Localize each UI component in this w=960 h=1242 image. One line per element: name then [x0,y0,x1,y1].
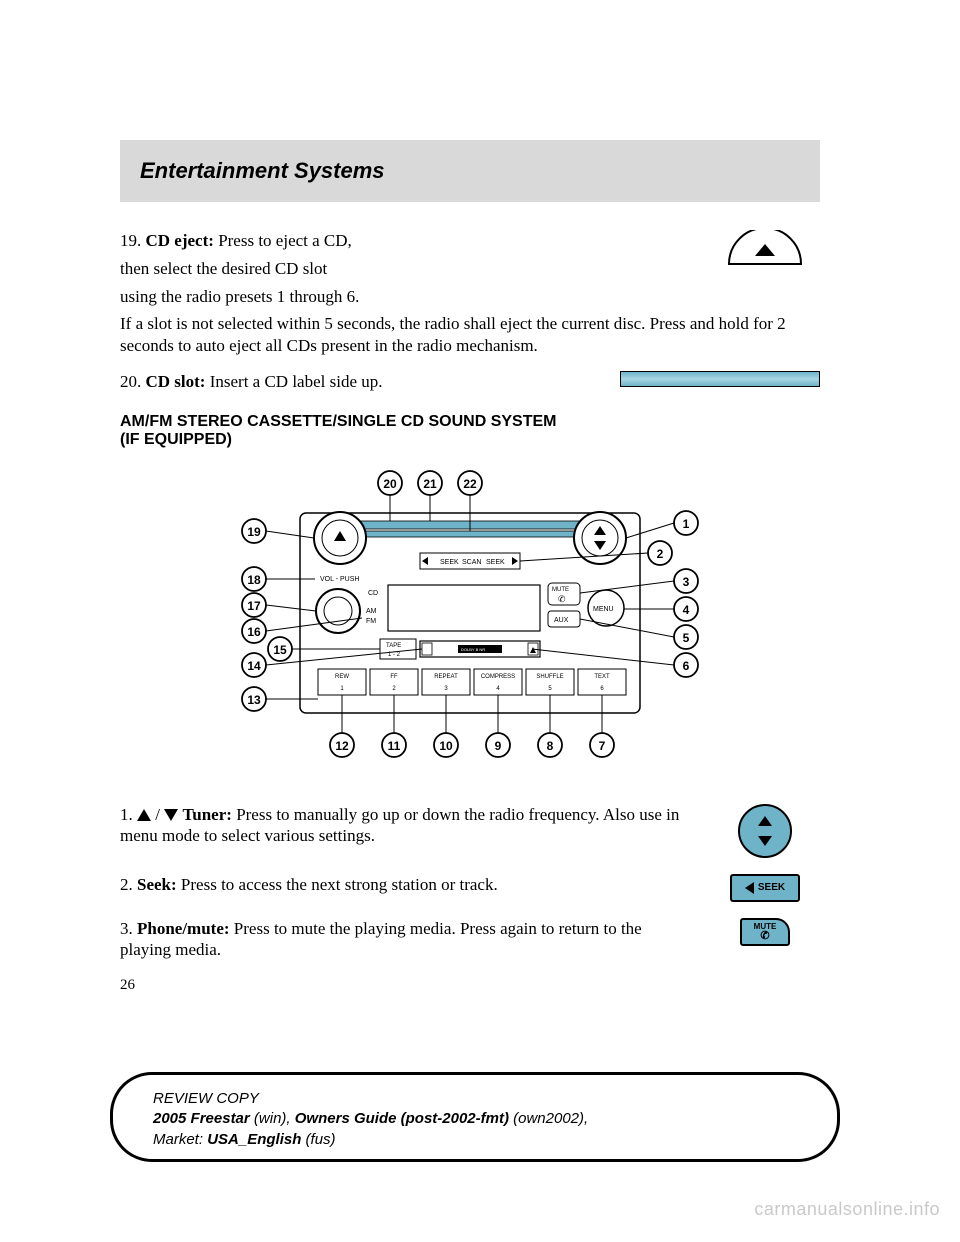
svg-text:SCAN: SCAN [462,559,481,566]
seek-button-icon: SEEK [730,874,800,902]
svg-text:12: 12 [335,739,349,753]
page-number: 26 [120,977,820,994]
section-heading: AM/FM STEREO CASSETTE/SINGLE CD SOUND SY… [120,413,820,449]
section-heading-l1: AM/FM STEREO CASSETTE/SINGLE CD SOUND SY… [120,413,820,431]
svg-text:FF: FF [390,674,398,680]
triangle-down-icon [164,809,178,821]
item-19-l4: If a slot is not selected within 5 secon… [120,313,820,357]
svg-text:8: 8 [547,739,554,753]
svg-text:2: 2 [657,547,664,561]
svg-text:10: 10 [439,739,453,753]
svg-text:SEEK: SEEK [440,559,459,566]
item-19-l1: Press to eject a CD, [218,231,352,250]
svg-text:4: 4 [683,603,690,617]
section-heading-l2: (IF EQUIPPED) [120,431,820,449]
item-19-l3: using the radio presets 1 through 6. [120,286,820,308]
item-3: 3. Phone/mute: Press to mute the playing… [120,918,820,962]
footer-l2a: 2005 Freestar [153,1110,250,1127]
svg-text:REW: REW [335,674,349,680]
svg-text:REPEAT: REPEAT [434,674,458,680]
svg-text:1: 1 [683,517,690,531]
svg-text:SHUFFLE: SHUFFLE [536,674,563,680]
svg-text:MUTE: MUTE [552,587,569,593]
svg-text:3: 3 [683,575,690,589]
svg-text:18: 18 [247,573,261,587]
item-3-bold: Phone/mute: [137,919,230,938]
triangle-up-icon [137,809,151,821]
item-19-num: 19. [120,231,141,250]
svg-text:5: 5 [683,631,690,645]
svg-text:9: 9 [495,739,502,753]
footer-l3c: (fus) [306,1131,336,1148]
footer-l2d: Owners Guide (post-2002-fmt) [295,1110,509,1127]
section-title: Entertainment Systems [140,158,800,184]
svg-text:AM: AM [366,608,377,615]
svg-text:6: 6 [683,659,690,673]
svg-text:19: 19 [247,525,261,539]
tuner-knob-icon [738,804,792,858]
svg-text:DOLBY B NR: DOLBY B NR [461,647,485,652]
item-1-num: 1. [120,805,133,824]
svg-text:VOL - PUSH: VOL - PUSH [320,576,359,583]
item-1-bold: Tuner: [182,805,231,824]
svg-text:15: 15 [273,643,287,657]
footer-l2b: (win) [254,1110,287,1127]
footer-l2c: , [286,1110,294,1127]
svg-text:SEEK: SEEK [486,559,505,566]
item-20-rest: Insert a CD label side up. [210,372,383,391]
svg-text:✆: ✆ [558,594,566,604]
item-2-bold: Seek: [137,875,177,894]
item-2-rest: Press to access the next strong station … [181,875,498,894]
footer-l3b: USA_English [207,1131,301,1148]
section-header: Entertainment Systems [120,140,820,202]
svg-text:CD: CD [368,590,378,597]
cd-slot-icon [620,371,820,387]
svg-text:MENU: MENU [593,606,614,613]
footer-l1: REVIEW COPY [153,1090,259,1107]
phone-icon: ✆ [760,931,769,942]
svg-text:11: 11 [388,739,401,753]
footer-box: REVIEW COPY 2005 Freestar (win), Owners … [110,1072,840,1162]
svg-text:TEXT: TEXT [594,674,610,680]
svg-text:20: 20 [383,477,397,491]
svg-text:AUX: AUX [554,617,569,624]
svg-text:TAPE: TAPE [386,643,401,649]
item-3-num: 3. [120,919,133,938]
item-2: 2. Seek: Press to access the next strong… [120,874,820,902]
radio-diagram: SEEK SCAN SEEK VOL - PUSH CD AM FM MUTE … [230,463,710,778]
item-19-bold: CD eject: [146,231,214,250]
item-19: 19. CD eject: Press to eject a CD, then … [120,230,820,357]
item-20: 20. CD slot: Insert a CD label side up. [120,371,820,399]
cd-eject-icon [725,230,805,266]
item-20-bold: CD slot: [146,372,206,391]
svg-text:13: 13 [247,693,261,707]
item-20-num: 20. [120,372,141,391]
svg-text:FM: FM [366,618,376,625]
svg-text:1 - 2: 1 - 2 [388,652,401,658]
item-1: 1. / Tuner: Press to manually go up or d… [120,804,820,858]
svg-text:16: 16 [247,625,261,639]
svg-text:14: 14 [247,659,261,673]
footer-l3a: Market: [153,1131,203,1148]
svg-text:17: 17 [247,599,261,613]
svg-text:22: 22 [463,477,477,491]
mute-button-icon: MUTE ✆ [740,918,790,946]
item-2-num: 2. [120,875,133,894]
footer-l2e: (own2002), [513,1110,588,1127]
watermark: carmanualsonline.info [754,1199,940,1220]
svg-text:21: 21 [423,477,437,491]
svg-text:COMPRESS: COMPRESS [481,674,515,680]
seek-label: SEEK [758,882,785,893]
svg-text:7: 7 [599,739,606,753]
